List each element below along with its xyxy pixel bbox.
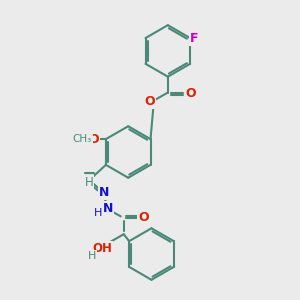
Text: N: N — [103, 202, 113, 215]
Text: H: H — [85, 176, 93, 189]
Text: O: O — [185, 87, 196, 100]
Text: O: O — [89, 133, 99, 146]
Text: H: H — [88, 251, 96, 261]
Text: OH: OH — [92, 242, 112, 255]
Text: N: N — [99, 186, 109, 199]
Text: CH₃: CH₃ — [73, 134, 92, 144]
Text: F: F — [190, 32, 198, 44]
Text: O: O — [138, 211, 149, 224]
Text: O: O — [145, 95, 155, 108]
Text: H: H — [94, 208, 102, 218]
